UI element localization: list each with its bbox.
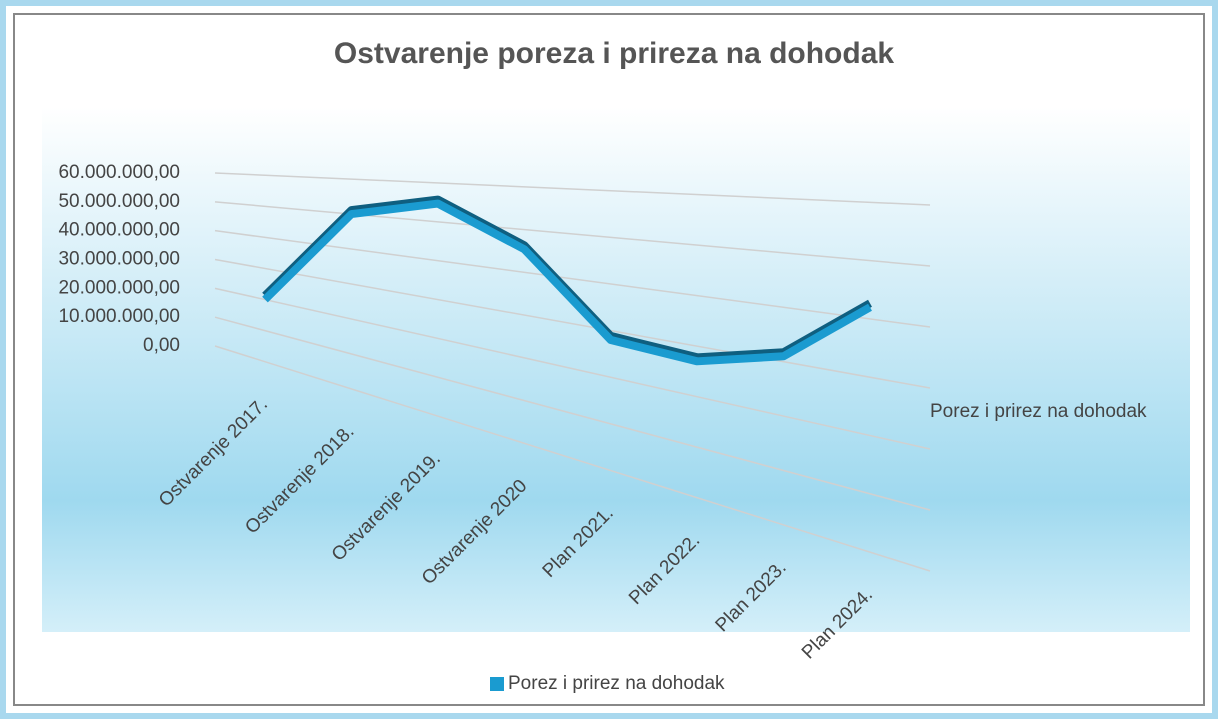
y-tick-label: 10.000.000,00 <box>58 306 180 327</box>
depth-axis-label: Porez i prirez na dohodak <box>930 401 1147 422</box>
legend-swatch <box>490 677 504 691</box>
y-tick-label: 20.000.000,00 <box>58 277 180 298</box>
plot-area <box>42 107 1190 632</box>
chart-title: Ostvarenje poreza i prireza na dohodak <box>334 37 894 70</box>
y-tick-label: 60.000.000,00 <box>58 162 180 183</box>
grid-line <box>214 258 931 389</box>
y-tick-label: 50.000.000,00 <box>58 191 180 212</box>
line <box>262 199 872 366</box>
y-tick-label: 40.000.000,00 <box>58 220 180 241</box>
grid-line <box>214 345 931 572</box>
legend-label: Porez i prirez na dohodak <box>508 673 725 694</box>
grid-line <box>214 229 931 328</box>
grid-line <box>214 316 931 511</box>
grid-line <box>214 172 931 206</box>
y-tick-label: 0,00 <box>143 335 180 356</box>
grid-line <box>214 201 931 267</box>
y-tick-label: 30.000.000,00 <box>58 249 180 270</box>
grid-line <box>214 287 931 450</box>
